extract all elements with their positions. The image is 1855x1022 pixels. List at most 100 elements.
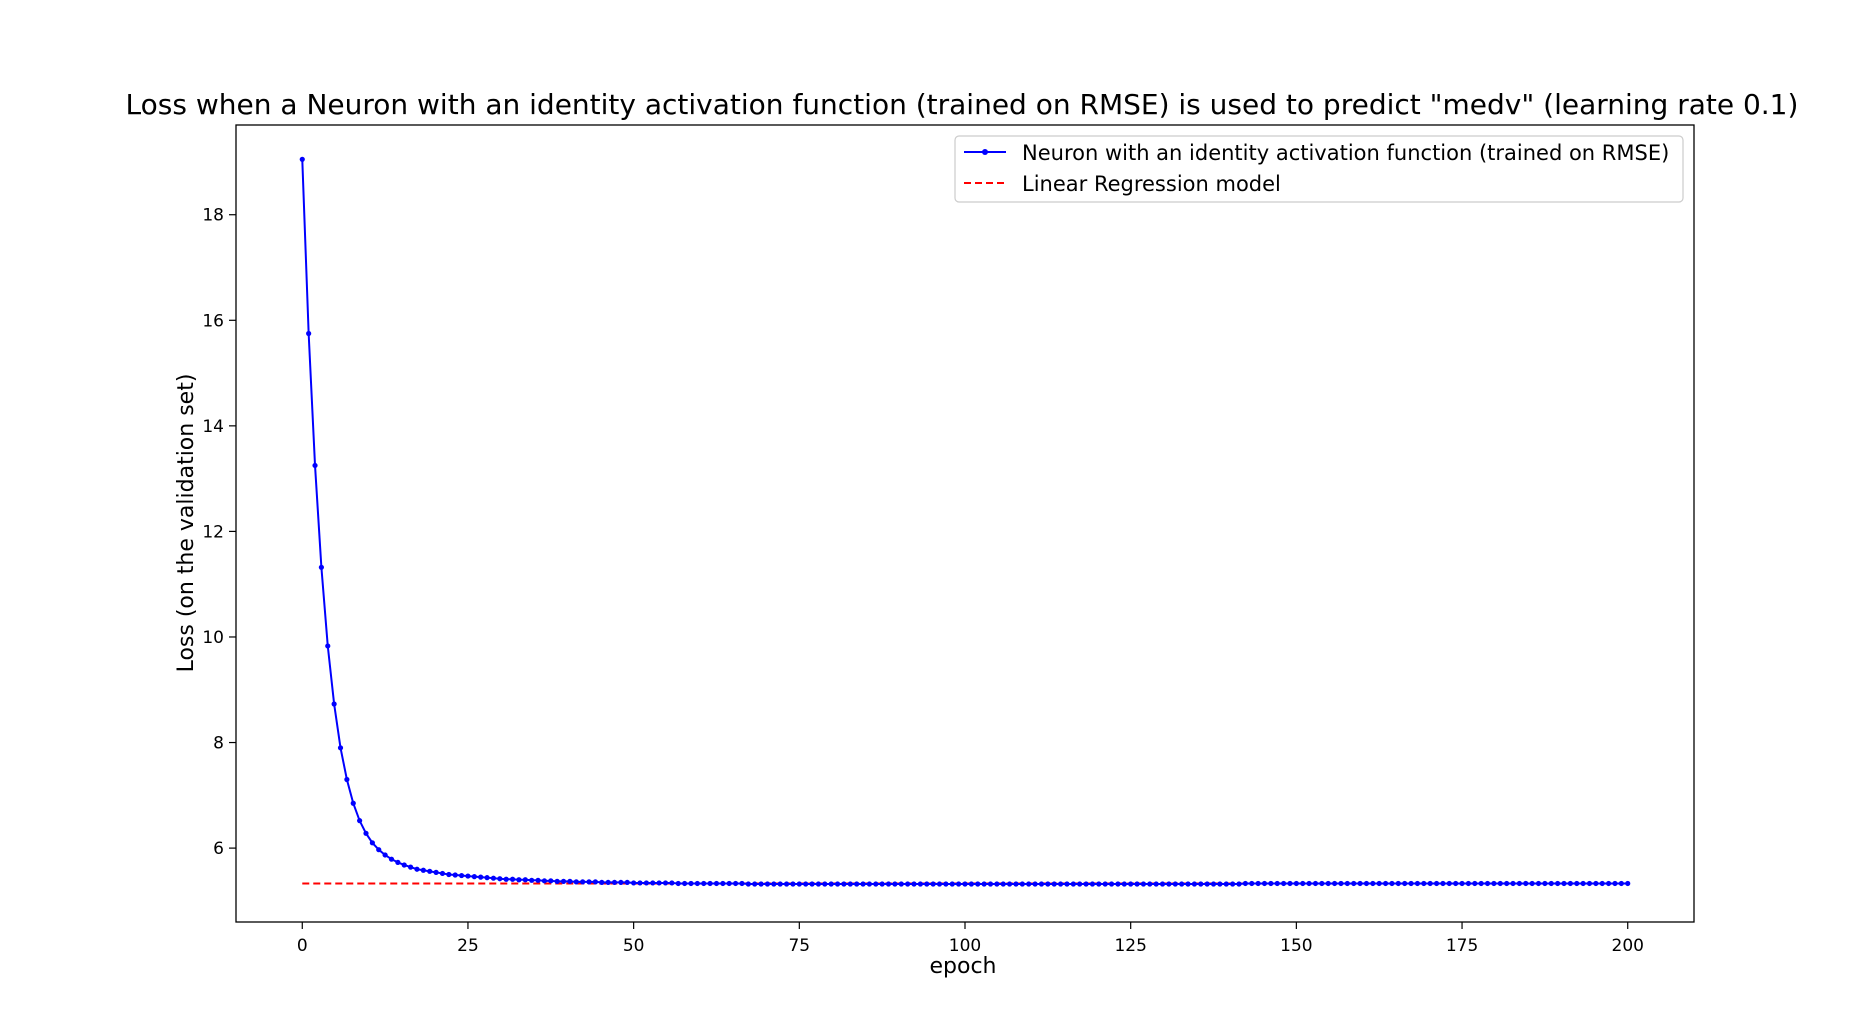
neuron-loss-point [1478,880,1484,887]
neuron-loss-point [1140,881,1147,887]
neuron-loss-point [1249,880,1255,887]
neuron-loss-point [1147,881,1153,887]
neuron-loss-point [1236,881,1242,887]
neuron-loss-point [758,881,764,887]
neuron-loss-point [446,871,452,878]
neuron-loss-point [1510,880,1516,887]
neuron-loss-point [1459,880,1465,887]
neuron-loss-point [764,881,771,887]
neuron-loss-point [1319,880,1325,887]
neuron-loss-point [739,880,745,887]
neuron-loss-point [917,881,923,887]
neuron-loss-point [936,881,943,887]
chart-legend[interactable]: Neuron with an identity activation funct… [954,135,1684,203]
neuron-loss-point [1153,881,1159,887]
neuron-loss-point [573,879,579,885]
neuron-loss-point [1363,880,1370,887]
neuron-loss-point [790,881,796,887]
neuron-loss-point [1223,881,1229,887]
neuron-loss-point [344,776,350,783]
neuron-loss-point [1089,881,1096,887]
neuron-loss-point [752,881,758,887]
neuron-loss-point [548,878,554,884]
neuron-loss-point [854,881,860,887]
neuron-loss-point [458,872,465,879]
neuron-loss-point [815,881,822,887]
neuron-loss-point [560,878,567,884]
neuron-loss-point [892,881,898,887]
neuron-loss-point [357,818,363,824]
neuron-loss-point [828,881,834,887]
neuron-loss-point [1344,880,1350,887]
neuron-loss-point [1523,880,1529,887]
legend-label-linear-regression: Linear Regression model [1022,172,1281,196]
neuron-loss-point [631,880,637,886]
neuron-loss-point [847,881,853,887]
neuron-loss-point [1561,880,1567,887]
neuron-loss-point [726,880,732,887]
neuron-loss-point [1045,881,1051,887]
neuron-loss-point [1300,880,1306,887]
neuron-loss-point [1446,880,1452,887]
neuron-loss-point [331,701,337,707]
neuron-loss-point [777,881,783,887]
neuron-loss-point [707,880,713,887]
plot-area: 0 25 50 75 100 125 150 175 200 6 8 10 12 14 16 18 [202,124,1695,956]
neuron-loss-point [911,881,917,887]
neuron-loss-point [1555,880,1561,887]
neuron-loss-point [1102,881,1108,887]
neuron-loss-point [1217,881,1223,887]
neuron-loss-point [1230,881,1236,887]
neuron-loss-point [1612,880,1618,887]
neuron-loss-point [885,881,892,887]
neuron-loss-point [605,879,611,886]
neuron-loss-point [962,881,968,887]
neuron-loss-point [841,881,847,887]
neuron-loss-point [1108,881,1115,887]
legend-item-neuron[interactable]: Neuron with an identity activation funct… [964,141,1669,165]
neuron-loss-point [541,878,548,884]
y-tick-label: 16 [202,311,224,331]
neuron-loss-point [427,868,433,874]
neuron-loss-point [1548,880,1554,887]
neuron-loss-point [465,873,471,879]
neuron-loss-point [484,875,490,881]
neuron-loss-point [834,881,841,887]
neuron-loss-point [1389,880,1395,887]
x-tick-label: 125 [1114,936,1146,956]
neuron-loss-point [796,881,802,887]
x-tick-label: 25 [457,936,479,956]
neuron-loss-point [1497,880,1503,887]
neuron-loss-point [522,877,528,883]
neuron-loss-point [713,880,720,887]
neuron-loss-point [1332,880,1338,887]
neuron-loss-point [1287,880,1293,887]
legend-item-linear-regression[interactable]: Linear Regression model [964,172,1281,196]
neuron-loss-point [1191,881,1198,887]
x-tick-label: 75 [788,936,810,956]
neuron-loss-point [1427,880,1433,887]
neuron-loss-point [1421,880,1427,887]
neuron-loss-point [1625,880,1631,887]
neuron-loss-point [1465,880,1472,887]
neuron-loss-point [586,879,592,885]
neuron-loss-point [860,881,866,887]
neuron-loss-point [395,859,401,865]
neuron-loss-point [1198,881,1204,887]
neuron-loss-point [1159,881,1166,887]
y-axis-label: Loss (on the validation set) [174,374,199,673]
neuron-loss-point [567,878,573,884]
neuron-loss-point [694,880,700,887]
neuron-loss-point [650,880,656,886]
neuron-loss-point [1504,880,1510,887]
neuron-loss-point [905,881,911,887]
neuron-loss-point [1281,880,1287,887]
y-tick-label: 18 [202,206,224,226]
neuron-loss-point [943,881,949,887]
neuron-loss-point [1325,880,1331,887]
neuron-loss-point [1057,881,1064,887]
neuron-loss-point [337,745,344,751]
neuron-loss-point [1070,881,1076,887]
neuron-loss-point [975,881,981,887]
neuron-loss-point [1586,880,1593,887]
